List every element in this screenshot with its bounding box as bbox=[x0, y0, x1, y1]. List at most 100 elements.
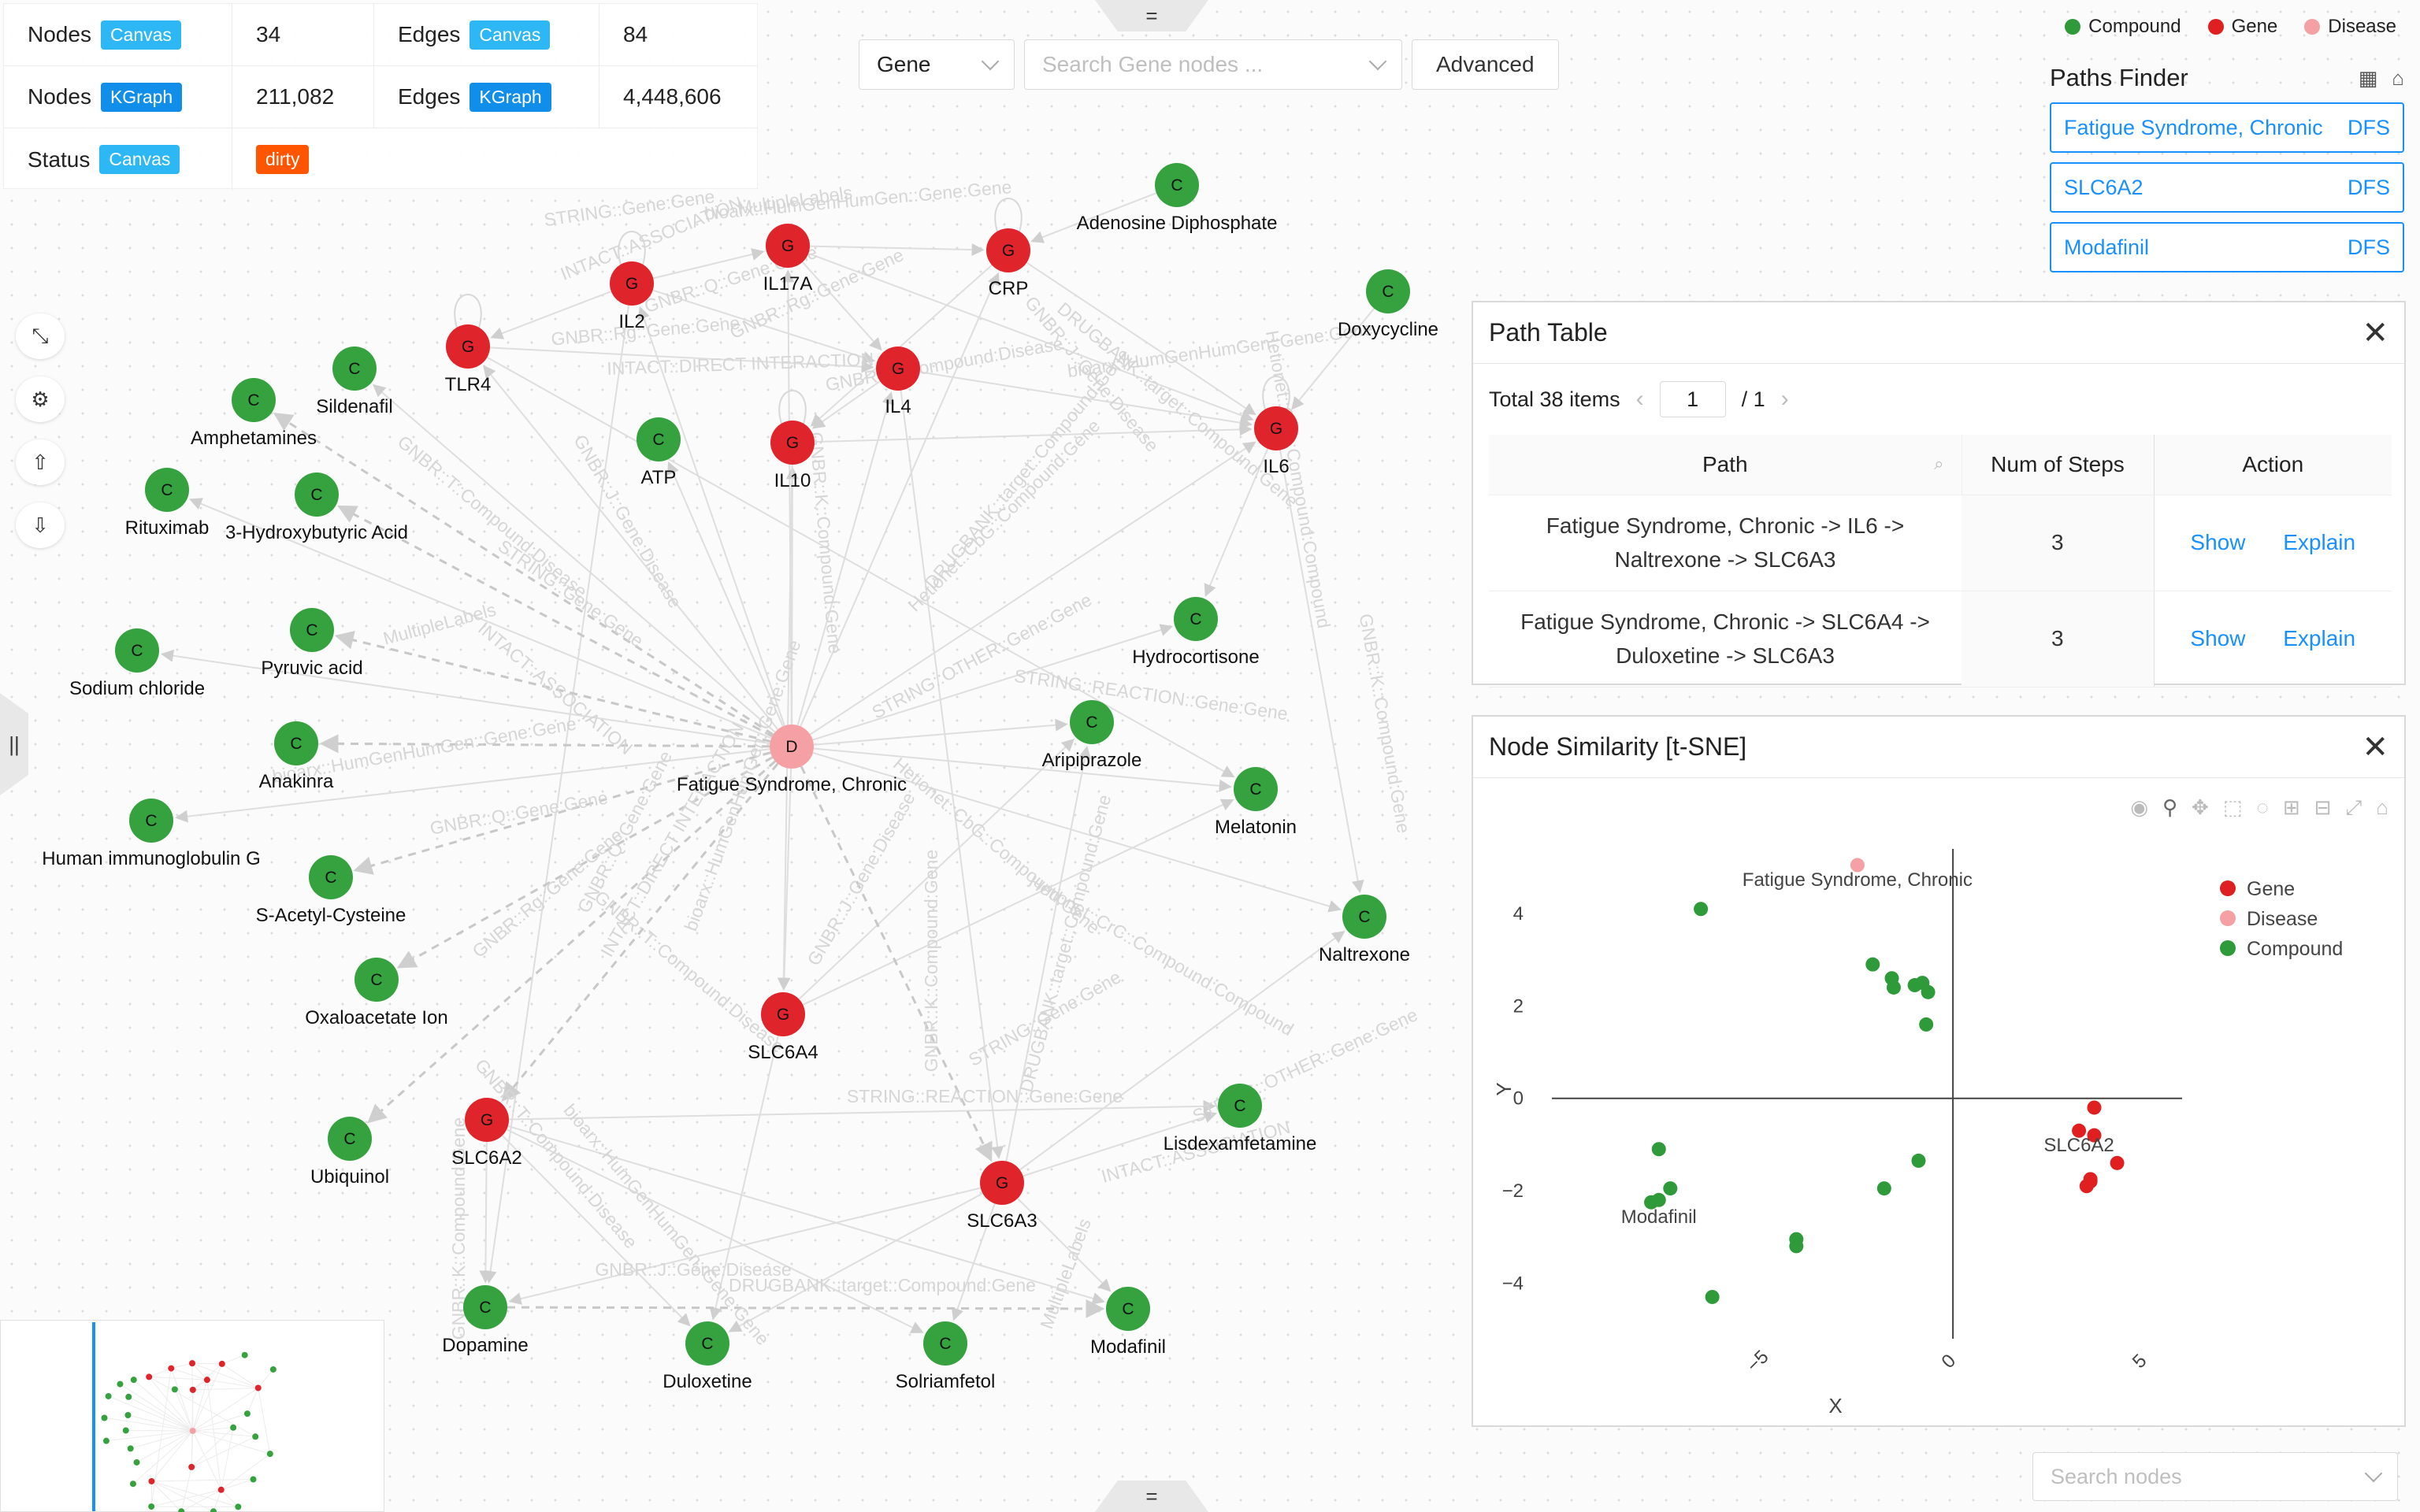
node-circle[interactable] bbox=[295, 472, 339, 517]
graph-edge[interactable] bbox=[802, 799, 1234, 1006]
node-circle[interactable] bbox=[923, 1321, 967, 1366]
graph-edge[interactable] bbox=[809, 441, 1256, 736]
graph-node-il4[interactable]: G IL4 bbox=[876, 346, 920, 417]
graph-node-fatigue[interactable]: D Fatigue Syndrome, Chronic bbox=[677, 724, 907, 795]
node-circle[interactable] bbox=[145, 468, 189, 512]
graph-node-adenosine[interactable]: C Adenosine Diphosphate bbox=[1077, 163, 1278, 234]
self-loop-edge[interactable] bbox=[1262, 376, 1290, 410]
graph-edge[interactable] bbox=[813, 718, 1068, 746]
graph-node-hydro[interactable]: C Hydrocortisone bbox=[1132, 597, 1260, 668]
graph-node-lisdex[interactable]: C Lisdexamfetamine bbox=[1164, 1084, 1317, 1154]
graph-node-il17a[interactable]: G IL17A bbox=[763, 224, 813, 295]
camera-icon[interactable]: ◉ bbox=[2130, 795, 2148, 819]
graph-edge[interactable] bbox=[1030, 192, 1157, 243]
path-finder-item-slc6a2[interactable]: SLC6A2 DFS bbox=[2050, 162, 2404, 213]
scatter-point-gene[interactable] bbox=[2110, 1155, 2125, 1170]
graph-edge-dashed[interactable] bbox=[319, 734, 770, 754]
scatter-point-compound[interactable] bbox=[1789, 1239, 1804, 1254]
node-circle[interactable] bbox=[1366, 269, 1410, 313]
scatter-point-compound[interactable] bbox=[1876, 1181, 1891, 1196]
graph-node-amph[interactable]: C Amphetamines bbox=[191, 378, 317, 449]
pan-icon[interactable]: ✥ bbox=[2192, 795, 2209, 819]
graph-node-melatonin[interactable]: C Melatonin bbox=[1215, 767, 1297, 838]
graph-edge[interactable] bbox=[728, 1192, 983, 1332]
minimap[interactable] bbox=[0, 1320, 384, 1512]
search-icon[interactable]: ⌕ bbox=[1934, 454, 1944, 473]
scatter-point-compound[interactable] bbox=[1651, 1142, 1666, 1157]
graph-edge[interactable] bbox=[900, 390, 1004, 1159]
graph-node-pyruvic[interactable]: C Pyruvic acid bbox=[261, 608, 363, 679]
show-link[interactable]: Show bbox=[2190, 530, 2246, 555]
node-search-input[interactable]: Search nodes bbox=[2032, 1452, 2398, 1501]
graph-edge-dashed[interactable] bbox=[800, 765, 993, 1162]
node-circle[interactable] bbox=[354, 958, 399, 1002]
cloud-upload-icon[interactable]: ⇧ bbox=[16, 439, 65, 485]
node-circle[interactable] bbox=[232, 378, 276, 422]
next-page-icon[interactable]: › bbox=[1780, 386, 1789, 412]
graph-node-atp[interactable]: C ATP bbox=[637, 417, 681, 488]
graph-node-ritux[interactable]: C Rituximab bbox=[125, 468, 210, 539]
node-circle[interactable] bbox=[685, 1321, 729, 1366]
graph-node-il10[interactable]: G IL10 bbox=[770, 421, 815, 491]
graph-edge-dashed[interactable] bbox=[334, 630, 771, 743]
node-circle[interactable] bbox=[876, 346, 920, 391]
graph-edge[interactable] bbox=[813, 747, 1232, 792]
close-icon[interactable]: ✕ bbox=[2362, 315, 2388, 350]
scatter-point-disease[interactable] bbox=[1850, 858, 1865, 873]
zoom-out-icon[interactable]: ⊟ bbox=[2314, 795, 2332, 819]
node-circle[interactable] bbox=[1070, 700, 1114, 744]
graph-edge[interactable] bbox=[508, 1099, 1216, 1121]
graph-node-nacl[interactable]: C Sodium chloride bbox=[69, 628, 205, 699]
cloud-download-icon[interactable]: ⇩ bbox=[16, 502, 65, 548]
graph-edge[interactable] bbox=[1279, 450, 1364, 894]
graph-edge[interactable] bbox=[812, 624, 1174, 741]
node-circle[interactable] bbox=[274, 721, 318, 765]
graph-node-modafinil[interactable]: C Modafinil bbox=[1090, 1287, 1166, 1358]
graph-edge-dashed[interactable] bbox=[353, 751, 771, 875]
graph-edge[interactable] bbox=[484, 305, 630, 1284]
graph-edge[interactable] bbox=[652, 289, 876, 364]
graph-node-doxy[interactable]: C Doxycycline bbox=[1338, 269, 1438, 340]
graph-edge[interactable] bbox=[372, 384, 776, 733]
graph-node-naltrexone[interactable]: C Naltrexone bbox=[1319, 895, 1410, 965]
self-loop-edge[interactable] bbox=[454, 294, 482, 328]
autoscale-icon[interactable]: ⤢ bbox=[2345, 795, 2362, 819]
legend-marker[interactable] bbox=[2220, 880, 2236, 896]
graph-edge[interactable] bbox=[796, 391, 895, 726]
graph-edge[interactable] bbox=[161, 649, 770, 744]
tsne-scatter-plot[interactable]: 4 2 0 −2 −4 −5 0 5 X Y Fatigue Syndrome, Chronic S… bbox=[1473, 778, 2404, 1425]
table-icon[interactable]: ▦ bbox=[2358, 65, 2378, 90]
home-icon[interactable]: ⌂ bbox=[2376, 795, 2388, 819]
node-circle[interactable] bbox=[986, 228, 1030, 272]
legend-disease[interactable]: Disease bbox=[2304, 16, 2396, 38]
node-circle[interactable] bbox=[766, 224, 810, 268]
building-icon[interactable]: ⌂ bbox=[2392, 65, 2404, 90]
node-circle[interactable] bbox=[332, 346, 377, 391]
scatter-point-compound[interactable] bbox=[1911, 1153, 1926, 1168]
graph-node-sac[interactable]: C S-Acetyl-Cysteine bbox=[256, 855, 406, 926]
explain-link[interactable]: Explain bbox=[2283, 626, 2356, 651]
zoom-icon[interactable]: ⚲ bbox=[2162, 795, 2178, 819]
node-circle[interactable] bbox=[115, 628, 159, 673]
path-finder-item-modafinil[interactable]: Modafinil DFS bbox=[2050, 222, 2404, 272]
node-circle[interactable] bbox=[1234, 767, 1278, 811]
node-circle[interactable] bbox=[328, 1117, 372, 1161]
scatter-point-gene[interactable] bbox=[2087, 1100, 2102, 1115]
graph-edge[interactable] bbox=[1026, 261, 1256, 416]
node-circle[interactable] bbox=[1342, 895, 1386, 939]
path-finder-item-fatigue[interactable]: Fatigue Syndrome, Chronic DFS bbox=[2050, 102, 2404, 153]
graph-edge[interactable] bbox=[781, 269, 795, 725]
graph-edge[interactable] bbox=[811, 380, 881, 429]
node-circle[interactable] bbox=[309, 855, 353, 899]
graph-edge[interactable] bbox=[506, 1128, 924, 1333]
graph-edge[interactable] bbox=[189, 498, 772, 739]
advanced-button[interactable]: Advanced bbox=[1412, 39, 1559, 90]
graph-edge[interactable] bbox=[919, 371, 1253, 429]
graph-node-aripip[interactable]: C Aripiprazole bbox=[1042, 700, 1142, 771]
legend-marker[interactable] bbox=[2220, 910, 2236, 926]
node-type-select[interactable]: Gene bbox=[859, 39, 1015, 90]
graph-edge[interactable] bbox=[814, 423, 1253, 443]
graph-edge[interactable] bbox=[486, 356, 1235, 778]
scatter-point-compound[interactable] bbox=[1705, 1289, 1720, 1304]
